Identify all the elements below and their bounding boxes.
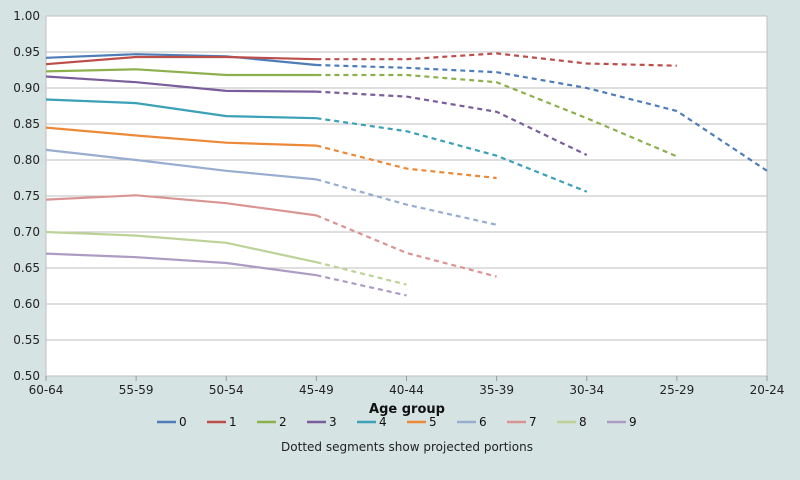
legend-label-6: 6 bbox=[479, 415, 487, 429]
legend-label-7: 7 bbox=[529, 415, 537, 429]
x-tick-label: 40-44 bbox=[389, 383, 424, 397]
y-tick-label: 1.00 bbox=[13, 9, 40, 23]
series-1-projected-line bbox=[316, 52, 677, 67]
y-tick-label: 0.50 bbox=[13, 369, 40, 383]
series-8-projected-line bbox=[316, 261, 407, 286]
y-tick-label: 0.55 bbox=[13, 333, 40, 347]
x-tick-label: 25-29 bbox=[659, 383, 694, 397]
series-0-projected-line bbox=[316, 63, 768, 172]
series-0-line bbox=[45, 53, 317, 67]
series-9-line bbox=[45, 252, 317, 277]
series-3-projected-line bbox=[316, 90, 588, 156]
y-tick-label: 0.85 bbox=[13, 117, 40, 131]
x-axis-title: Age group bbox=[369, 402, 445, 417]
y-tick-label: 0.95 bbox=[13, 45, 40, 59]
x-tick-label: 45-49 bbox=[299, 383, 334, 397]
y-tick-label: 0.60 bbox=[13, 297, 40, 311]
y-tick-label: 0.75 bbox=[13, 189, 40, 203]
x-axis-ticks: 60-64 55-59 50-54 45-49 40-44 35-39 30-34 25-29… bbox=[29, 376, 785, 397]
y-tick-label: 0.65 bbox=[13, 261, 40, 275]
gridlines bbox=[45, 15, 768, 377]
legend: 0 1 2 3 4 5 6 7 8 9 bbox=[157, 415, 637, 429]
legend-label-9: 9 bbox=[629, 415, 637, 429]
series-4-projected-line bbox=[316, 117, 588, 193]
series-5-line bbox=[45, 126, 317, 147]
legend-label-2: 2 bbox=[279, 415, 287, 429]
series-1-line bbox=[45, 55, 317, 66]
series-9-projected-line bbox=[316, 274, 407, 297]
series-lines bbox=[45, 52, 768, 297]
legend-label-5: 5 bbox=[429, 415, 437, 429]
y-tick-label: 0.90 bbox=[13, 81, 40, 95]
series-3-line bbox=[45, 75, 317, 93]
legend-label-1: 1 bbox=[229, 415, 237, 429]
series-6-projected-line bbox=[316, 178, 497, 226]
legend-label-3: 3 bbox=[329, 415, 337, 429]
x-tick-label: 60-64 bbox=[29, 383, 64, 397]
chart-note: Dotted segments show projected portions bbox=[281, 440, 533, 454]
y-tick-label: 0.80 bbox=[13, 153, 40, 167]
series-7-line bbox=[45, 194, 317, 217]
x-tick-label: 30-34 bbox=[569, 383, 604, 397]
y-tick-label: 0.70 bbox=[13, 225, 40, 239]
series-8-line bbox=[45, 230, 317, 264]
series-2-line bbox=[45, 68, 317, 77]
x-tick-label: 20-24 bbox=[750, 383, 785, 397]
legend-label-8: 8 bbox=[579, 415, 587, 429]
series-5-projected-line bbox=[316, 144, 497, 180]
x-tick-label: 35-39 bbox=[479, 383, 514, 397]
x-tick-label: 55-59 bbox=[119, 383, 154, 397]
y-axis-ticks: 0.50 0.55 0.60 0.65 0.70 0.75 0.80 0.85 0.90 0.95… bbox=[13, 9, 40, 383]
legend-label-4: 4 bbox=[379, 415, 387, 429]
series-2-projected-line bbox=[316, 73, 678, 158]
series-6-line bbox=[45, 148, 317, 181]
legend-label-0: 0 bbox=[179, 415, 187, 429]
series-4-line bbox=[45, 98, 317, 120]
x-tick-label: 50-54 bbox=[209, 383, 244, 397]
